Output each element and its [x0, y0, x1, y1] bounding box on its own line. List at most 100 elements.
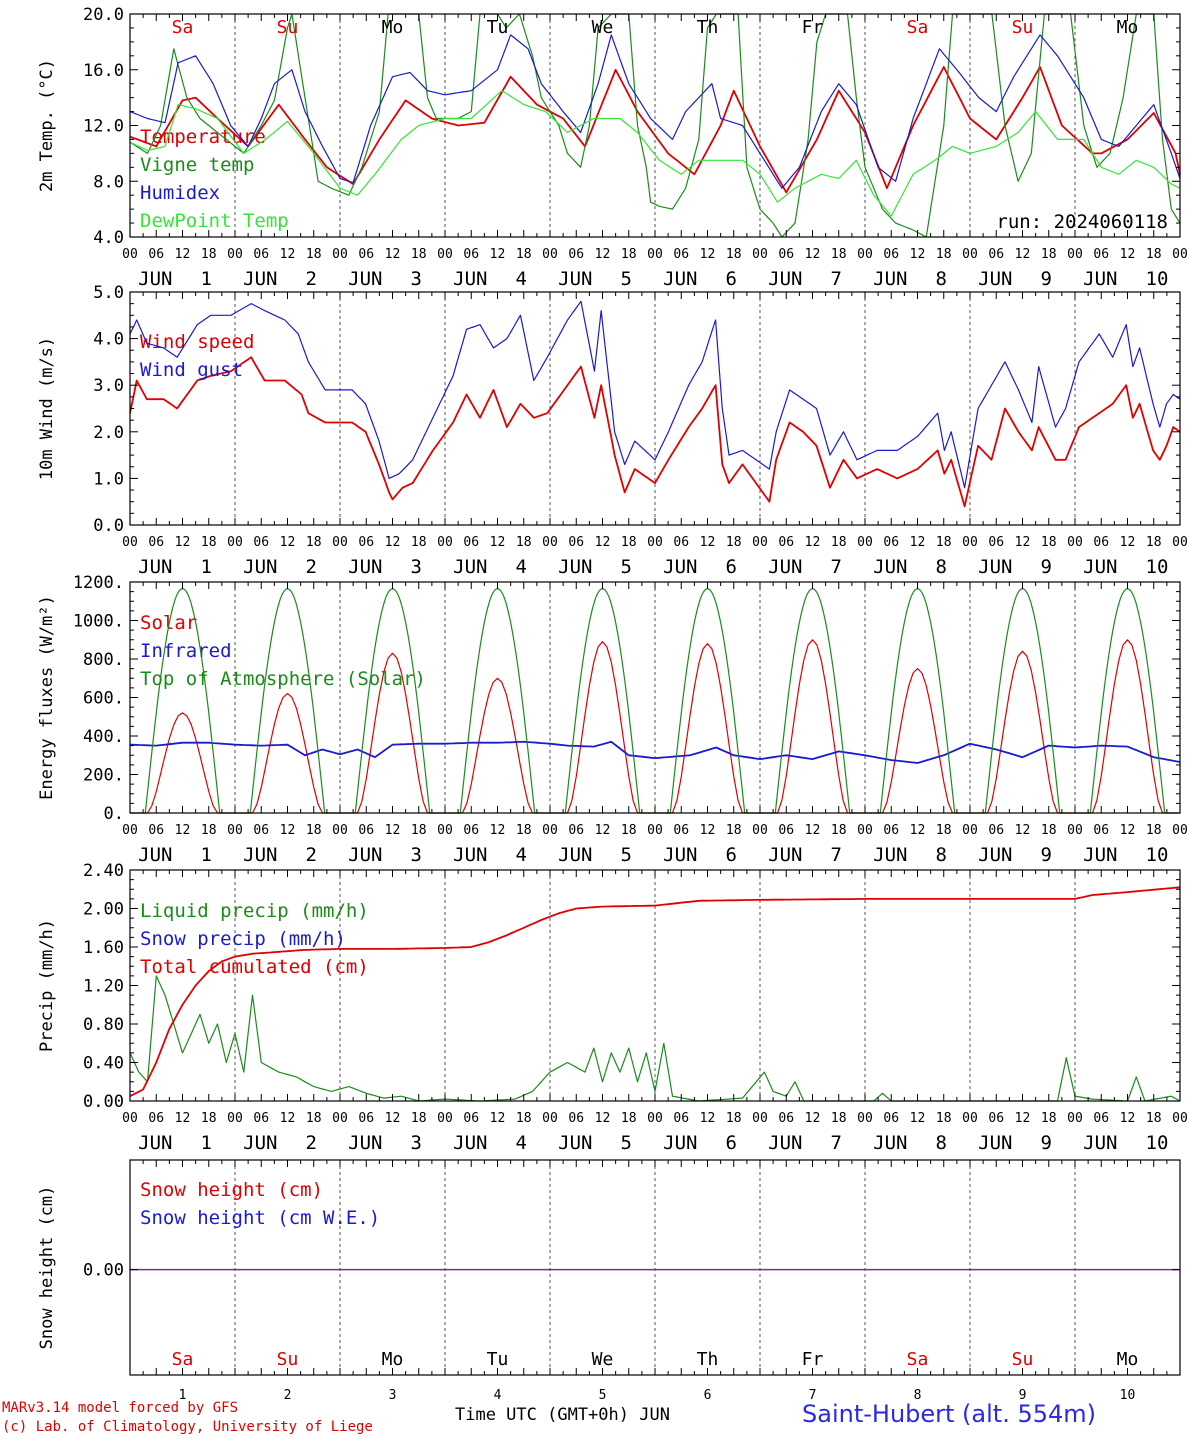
month-label: JUN — [1083, 268, 1117, 290]
month-label: JUN — [1083, 844, 1117, 866]
month-label: JUN — [873, 556, 907, 578]
legend-precip-2: Total cumulated (cm) — [140, 956, 369, 978]
day-label: 3 — [411, 268, 422, 290]
hour-tick-label: 00 — [1172, 823, 1188, 838]
hour-tick-label: 06 — [463, 247, 479, 262]
hour-tick-label: 18 — [1146, 535, 1162, 550]
month-label: JUN — [558, 1132, 592, 1154]
weekday-label: We — [592, 1349, 614, 1370]
day-label: 10 — [1146, 1132, 1169, 1154]
day-label: 3 — [411, 556, 422, 578]
day-label: 5 — [621, 556, 632, 578]
y-axis-label: Precip (mm/h) — [37, 919, 57, 1052]
hour-tick-label: 00 — [962, 1111, 978, 1126]
month-label: JUN — [243, 1132, 277, 1154]
day-label: 9 — [1041, 1132, 1052, 1154]
hour-tick-label: 06 — [253, 247, 269, 262]
weekday-label: Su — [277, 17, 299, 38]
weekday-label: Mo — [382, 1349, 404, 1370]
hour-tick-label: 12 — [700, 823, 716, 838]
hour-tick-label: 12 — [175, 823, 191, 838]
day-label: 1 — [201, 268, 212, 290]
day-label: 9 — [1041, 268, 1052, 290]
hour-tick-label: 06 — [568, 1111, 584, 1126]
legend-temperature-3: DewPoint Temp — [140, 210, 289, 232]
day-label: 3 — [411, 1132, 422, 1154]
hour-tick-label: 06 — [568, 247, 584, 262]
hour-tick-label: 00 — [122, 247, 138, 262]
month-label: JUN — [243, 268, 277, 290]
hour-tick-label: 00 — [542, 247, 558, 262]
hour-tick-label: 00 — [437, 247, 453, 262]
hour-tick-label: 06 — [1093, 823, 1109, 838]
month-label: JUN — [663, 268, 697, 290]
day-label: 5 — [621, 268, 632, 290]
hour-tick-label: 12 — [280, 247, 296, 262]
weekday-label: Mo — [1117, 17, 1139, 38]
hour-tick-label: 00 — [752, 823, 768, 838]
hour-tick-label: 12 — [910, 247, 926, 262]
hour-tick-label: 18 — [621, 247, 637, 262]
hour-tick-label: 06 — [253, 1111, 269, 1126]
day-label: 8 — [936, 268, 947, 290]
hour-tick-label: 00 — [227, 823, 243, 838]
hour-tick-label: 00 — [752, 1111, 768, 1126]
hour-tick-label: 00 — [752, 247, 768, 262]
hour-tick-label: 00 — [857, 247, 873, 262]
hour-tick-label: 18 — [621, 823, 637, 838]
day-label: 9 — [1041, 556, 1052, 578]
hour-tick-label: 00 — [647, 1111, 663, 1126]
hour-tick-label: 00 — [647, 535, 663, 550]
hour-tick-label: 06 — [253, 535, 269, 550]
month-label: JUN — [453, 556, 487, 578]
hour-tick-label: 12 — [280, 1111, 296, 1126]
hour-tick-label: 18 — [936, 247, 952, 262]
hour-tick-label: 06 — [778, 1111, 794, 1126]
hour-tick-label: 00 — [227, 1111, 243, 1126]
legend-wind-1: Wind gust — [140, 359, 243, 381]
hour-tick-label: 18 — [306, 535, 322, 550]
legend-temperature-0: Temperature — [140, 126, 266, 148]
month-label: JUN — [558, 556, 592, 578]
hour-tick-label: 12 — [1120, 247, 1136, 262]
hour-tick-label: 06 — [673, 1111, 689, 1126]
hour-tick-label: 00 — [542, 535, 558, 550]
hour-tick-label: 12 — [1015, 247, 1031, 262]
hour-tick-label: 12 — [175, 247, 191, 262]
y-tick-label: 2.00 — [83, 900, 124, 920]
hour-tick-label: 06 — [463, 535, 479, 550]
hour-tick-label: 00 — [962, 247, 978, 262]
series-line-energy-1 — [129, 740, 1181, 764]
y-axis-label: 10m Wind (m/s) — [37, 337, 57, 480]
hour-tick-label: 18 — [201, 247, 217, 262]
hour-tick-label: 06 — [778, 247, 794, 262]
hour-tick-label: 06 — [148, 823, 164, 838]
hour-tick-label: 06 — [883, 247, 899, 262]
hour-tick-label: 00 — [332, 823, 348, 838]
weekday-label: Sa — [907, 1349, 929, 1370]
weekday-label: Sa — [172, 17, 194, 38]
y-tick-label: 0.00 — [83, 1092, 124, 1112]
month-label: JUN — [1083, 556, 1117, 578]
hour-tick-label: 00 — [1172, 1111, 1188, 1126]
month-label: JUN — [558, 844, 592, 866]
hour-tick-label: 18 — [726, 823, 742, 838]
hour-tick-label: 18 — [411, 535, 427, 550]
weekday-label: We — [592, 17, 614, 38]
hour-tick-label: 12 — [175, 1111, 191, 1126]
hour-tick-label: 06 — [673, 535, 689, 550]
hour-tick-label: 12 — [910, 535, 926, 550]
hour-tick-label: 18 — [831, 247, 847, 262]
month-label: JUN — [453, 1132, 487, 1154]
hour-tick-label: 12 — [280, 823, 296, 838]
day-label: 5 — [621, 844, 632, 866]
day-label: 6 — [726, 1132, 737, 1154]
hour-tick-label: 12 — [700, 535, 716, 550]
month-label: JUN — [243, 556, 277, 578]
hour-tick-label: 12 — [1015, 823, 1031, 838]
hour-tick-label: 12 — [385, 535, 401, 550]
hour-tick-label: 12 — [1015, 1111, 1031, 1126]
day-number-label: 3 — [389, 1388, 397, 1403]
month-label: JUN — [768, 1132, 802, 1154]
hour-tick-label: 00 — [857, 1111, 873, 1126]
